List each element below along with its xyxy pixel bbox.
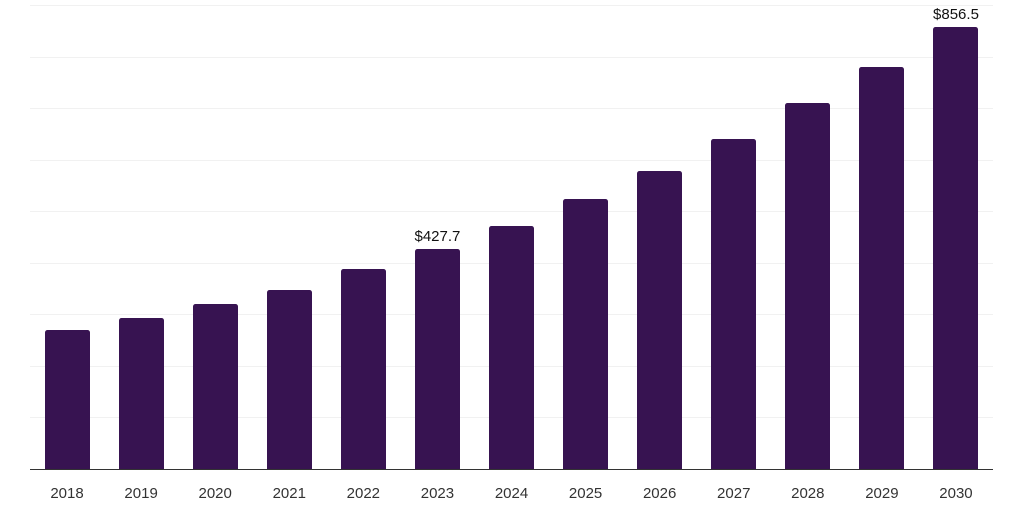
bar-group-2022 xyxy=(326,5,400,469)
gridline xyxy=(30,108,993,110)
bar-group-2021 xyxy=(252,5,326,469)
x-tick-label: 2025 xyxy=(568,485,603,502)
bar xyxy=(563,198,609,469)
bar xyxy=(933,27,979,469)
x-tick-label: 2021 xyxy=(272,485,306,502)
bar-group-2029 xyxy=(845,5,919,469)
bar xyxy=(785,102,831,469)
x-tick-label: 2022 xyxy=(346,485,381,502)
bar-group-2023: $427.7 xyxy=(400,5,474,469)
x-tick-label: 2024 xyxy=(494,485,529,502)
gridline xyxy=(30,211,993,213)
bar xyxy=(711,139,757,469)
bar xyxy=(414,248,460,469)
x-tick-label: 2026 xyxy=(642,485,677,502)
gridline xyxy=(30,159,993,161)
bar-value-label: $427.7 xyxy=(414,227,461,245)
bar xyxy=(859,67,905,469)
bar-group-2019 xyxy=(104,5,178,469)
bar xyxy=(192,304,238,469)
bar-group-2018 xyxy=(30,5,104,469)
x-tick-label: 2020 xyxy=(198,485,232,502)
plot-area: $427.7 $856.5 xyxy=(30,5,993,470)
x-tick-label: 2019 xyxy=(124,485,158,502)
bar-value-label: $856.5 xyxy=(933,6,979,24)
x-tick-label: 2030 xyxy=(939,485,973,502)
bar-group-2020 xyxy=(178,5,252,469)
bar-group-2028 xyxy=(771,5,845,469)
bar xyxy=(489,226,534,469)
bar-group-2024 xyxy=(474,5,548,469)
bar xyxy=(637,171,683,469)
bar-group-2026 xyxy=(623,5,697,469)
x-tick-label: 2018 xyxy=(50,485,84,502)
x-axis: 2018 2019 2020 2021 2022 2023 2024 2025 2026 2027… xyxy=(30,483,993,505)
x-tick-label: 2029 xyxy=(865,485,899,502)
bar xyxy=(340,269,386,469)
bar-group-2030: $856.5 xyxy=(919,5,993,469)
gridline xyxy=(30,5,993,6)
bar xyxy=(266,289,312,469)
bar-group-2025 xyxy=(549,5,623,469)
bar xyxy=(118,317,164,469)
x-tick-label: 2028 xyxy=(791,485,825,502)
x-tick-label: 2027 xyxy=(717,485,751,502)
bar-group-2027 xyxy=(697,5,771,469)
gridline xyxy=(30,56,993,58)
bar xyxy=(44,329,90,469)
x-tick-label: 2023 xyxy=(420,485,455,502)
bars: $427.7 $856.5 xyxy=(30,5,993,469)
